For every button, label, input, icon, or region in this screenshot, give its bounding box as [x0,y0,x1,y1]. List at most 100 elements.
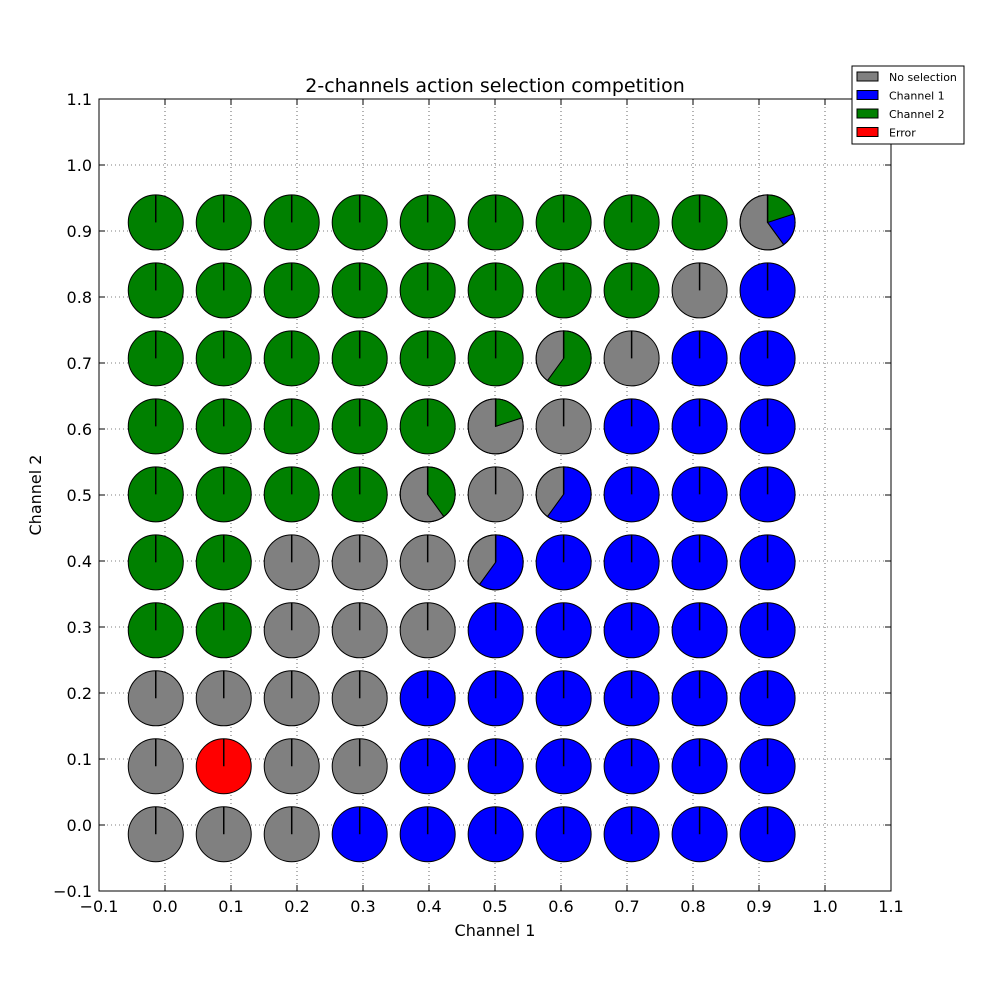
y-tick-label: −0.1 [53,882,92,901]
pie-marker [195,330,252,387]
pie-marker [671,262,728,319]
pie-marker [739,194,796,251]
pie-marker [739,330,796,387]
pie-marker [263,670,320,727]
pie-marker [263,262,320,319]
x-tick-label: 0.5 [482,897,507,916]
pie-marker [399,738,456,795]
pie-marker [399,466,456,523]
pie-marker [399,262,456,319]
x-tick-label: 1.0 [812,897,837,916]
y-tick-label: 0.6 [67,420,92,439]
pie-marker [739,534,796,591]
legend-swatch [856,71,879,82]
legend-item: Channel 1 [856,90,945,103]
legend-swatch [856,127,879,137]
pie-marker [671,330,728,387]
legend-label: Error [889,127,916,140]
pie-marker [127,262,184,319]
pie-marker [399,398,456,455]
x-tick-label: −0.1 [80,897,119,916]
pie-marker [467,194,524,251]
pie-marker [331,194,388,251]
pie-marker [399,534,456,591]
y-tick-label: 0.5 [67,486,92,505]
pie-marker [603,194,660,251]
x-tick-label: 0.9 [746,897,771,916]
pie-marker [671,534,728,591]
pie-marker [739,738,796,795]
pie-marker [603,670,660,727]
pie-marker [331,670,388,727]
pie-marker [263,602,320,659]
legend-item: No selection [856,71,957,84]
x-tick-label: 0.4 [416,897,441,916]
y-tick-label: 0.4 [67,552,92,571]
pie-marker [263,806,320,863]
pie-marker [739,602,796,659]
pie-marker [263,330,320,387]
pie-marker [603,330,660,387]
pie-marker [739,262,796,319]
pie-marker [331,398,388,455]
pie-marker [127,602,184,659]
pie-marker [127,670,184,727]
pie-marker [195,398,252,455]
pie-marker [535,330,592,387]
pie-marker [671,398,728,455]
pie-marker [603,806,660,863]
x-tick-label: 1.1 [878,897,903,916]
pie-marker [739,806,796,863]
x-tick-label: 0.1 [218,897,243,916]
y-tick-label: 0.3 [67,618,92,637]
pie-marker [467,602,524,659]
pie-marker [399,602,456,659]
pie-marker [739,466,796,523]
pie-marker [535,534,592,591]
x-tick-label: 0.0 [152,897,177,916]
pie-marker [535,194,592,251]
pie-marker [671,602,728,659]
pie-marker [331,330,388,387]
pie-marker [331,738,388,795]
legend-label: Channel 2 [889,108,945,121]
x-tick-label: 0.8 [680,897,705,916]
legend-item: Channel 2 [856,108,945,121]
pie-marker [535,262,592,319]
pie-marker [195,194,252,251]
pie-marker [467,738,524,795]
pie-marker [603,602,660,659]
y-tick-label: 0.9 [67,222,92,241]
y-tick-label: 0.7 [67,354,92,373]
y-tick-label: 0.0 [67,816,92,835]
pie-marker [467,262,524,319]
pie-marker [195,738,252,795]
pie-marker [195,466,252,523]
pie-marker [603,738,660,795]
pie-marker [127,806,184,863]
pie-markers [127,194,796,863]
x-tick-label: 0.6 [548,897,573,916]
pie-marker [195,534,252,591]
pie-marker [603,398,660,455]
pie-marker [263,738,320,795]
legend-swatch [856,90,879,100]
pie-marker [399,194,456,251]
pie-marker [399,330,456,387]
y-tick-label: 0.2 [67,684,92,703]
pie-marker [739,398,796,455]
y-axis-label: Channel 2 [26,455,45,536]
pie-marker [535,670,592,727]
y-tick-label: 0.8 [67,288,92,307]
pie-marker [331,262,388,319]
pie-marker [603,262,660,319]
pie-marker [467,670,524,727]
pie-marker [263,398,320,455]
pie-marker [603,534,660,591]
pie-marker [331,602,388,659]
pie-marker [195,602,252,659]
pie-marker [127,330,184,387]
pie-marker [127,738,184,795]
pie-marker [195,262,252,319]
